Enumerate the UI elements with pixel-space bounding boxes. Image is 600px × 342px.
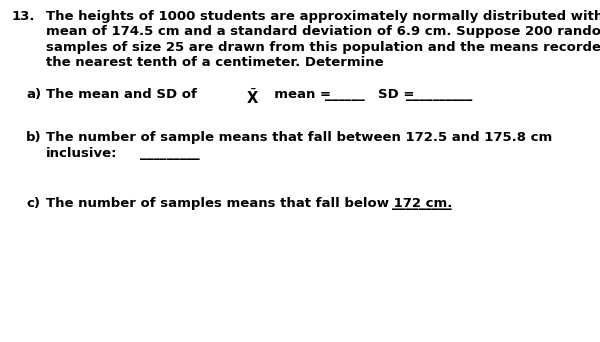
Text: _________: _________ bbox=[392, 197, 452, 210]
Text: $\bar{\mathbf{X}}$: $\bar{\mathbf{X}}$ bbox=[246, 88, 259, 107]
Text: c): c) bbox=[26, 197, 40, 210]
Text: _________: _________ bbox=[140, 147, 200, 160]
Text: The mean and SD of: The mean and SD of bbox=[46, 88, 197, 101]
Text: The number of sample means that fall between 172.5 and 175.8 cm: The number of sample means that fall bet… bbox=[46, 131, 552, 144]
Text: 13.: 13. bbox=[12, 10, 35, 23]
Text: mean of 174.5 cm and a standard deviation of 6.9 cm. Suppose 200 random: mean of 174.5 cm and a standard deviatio… bbox=[46, 26, 600, 39]
Text: b): b) bbox=[26, 131, 41, 144]
Text: mean =: mean = bbox=[265, 88, 331, 101]
Text: The number of samples means that fall below 172 cm.: The number of samples means that fall be… bbox=[46, 197, 452, 210]
Text: ______: ______ bbox=[325, 88, 365, 101]
Text: __________: __________ bbox=[406, 88, 472, 101]
Text: The heights of 1000 students are approximately normally distributed with a: The heights of 1000 students are approxi… bbox=[46, 10, 600, 23]
Text: a): a) bbox=[26, 88, 41, 101]
Text: inclusive:: inclusive: bbox=[46, 147, 118, 160]
Text: samples of size 25 are drawn from this population and the means recorded to: samples of size 25 are drawn from this p… bbox=[46, 41, 600, 54]
Text: the nearest tenth of a centimeter. Determine: the nearest tenth of a centimeter. Deter… bbox=[46, 56, 383, 69]
Text: SD =: SD = bbox=[378, 88, 415, 101]
